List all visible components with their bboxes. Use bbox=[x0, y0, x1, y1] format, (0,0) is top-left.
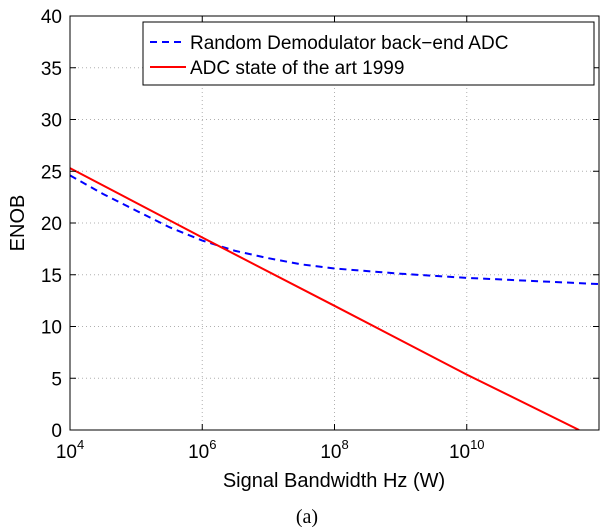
y-tick-label: 0 bbox=[51, 421, 62, 442]
y-tick-label: 40 bbox=[41, 7, 62, 28]
x-tick-base: 10 bbox=[449, 442, 470, 463]
x-tick-exponent: 10 bbox=[470, 437, 484, 452]
x-tick-label: 108 bbox=[320, 437, 348, 463]
y-tick-label: 35 bbox=[41, 59, 62, 80]
y-tick-label: 25 bbox=[41, 162, 62, 183]
legend-label-random-demodulator: Random Demodulator back−end ADC bbox=[190, 33, 508, 54]
x-tick-label: 104 bbox=[56, 437, 84, 463]
legend-box bbox=[142, 21, 595, 86]
x-tick-exponent: 8 bbox=[341, 437, 348, 452]
x-tick-base: 10 bbox=[320, 442, 341, 463]
series-line-0 bbox=[70, 174, 599, 286]
legend-label-adc-state-of-art: ADC state of the art 1999 bbox=[190, 58, 404, 79]
series-line-1 bbox=[70, 167, 580, 430]
series-layer bbox=[70, 167, 599, 430]
y-tick-label: 15 bbox=[41, 266, 62, 287]
x-tick-base: 10 bbox=[188, 442, 209, 463]
figure-caption: (a) bbox=[296, 506, 318, 527]
y-tick-label: 10 bbox=[41, 318, 62, 339]
x-tick-label: 106 bbox=[188, 437, 216, 463]
y-axis-title: ENOB bbox=[7, 195, 29, 252]
x-tick-exponent: 6 bbox=[209, 437, 216, 452]
legend: Random Demodulator back−end ADC ADC stat… bbox=[142, 21, 595, 86]
x-tick-exponent: 4 bbox=[77, 437, 84, 452]
x-axis-title: Signal Bandwidth Hz (W) bbox=[223, 470, 445, 492]
x-tick-base: 10 bbox=[56, 442, 77, 463]
y-tick-label: 20 bbox=[41, 214, 62, 235]
x-tick-label: 1010 bbox=[449, 437, 485, 463]
y-tick-label: 5 bbox=[51, 369, 62, 390]
y-tick-label: 30 bbox=[41, 111, 62, 132]
